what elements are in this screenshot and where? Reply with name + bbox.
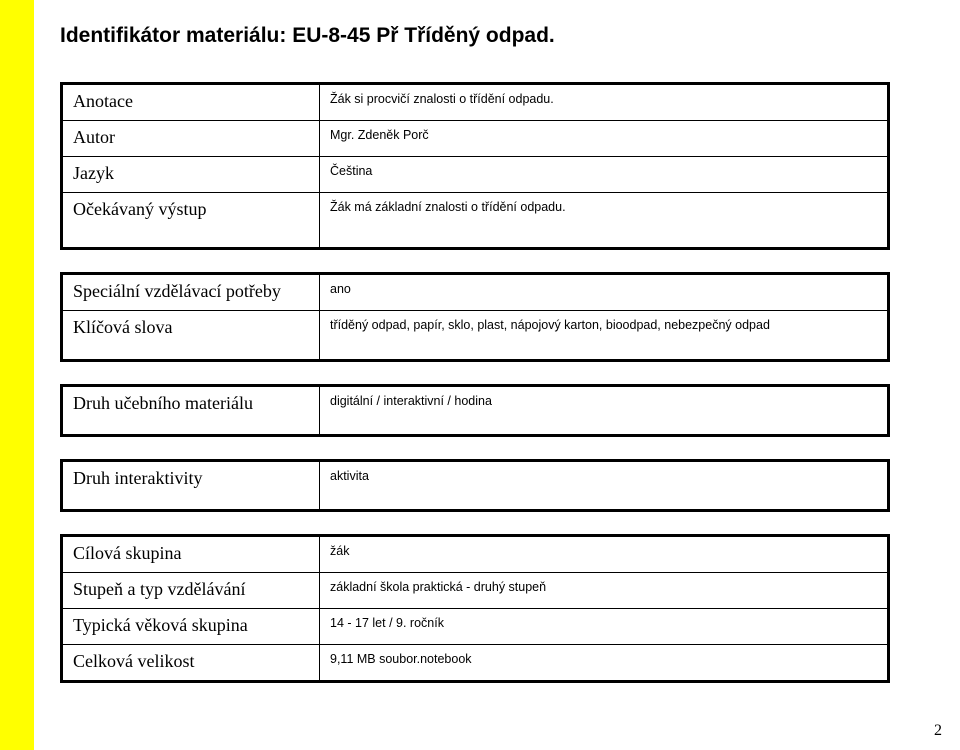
row-value: Žák si procvičí znalosti o třídění odpad… (320, 84, 889, 121)
content-area: Identifikátor materiálu: EU-8-45 Př Tříd… (60, 24, 920, 705)
table-block-3: Druh učebního materiálu digitální / inte… (60, 384, 890, 437)
row-label: Anotace (62, 84, 320, 121)
page-number: 2 (934, 722, 942, 740)
row-value: základní škola praktická - druhý stupeň (320, 573, 889, 609)
table-row: Speciální vzdělávací potřeby ano (62, 274, 889, 311)
table-row: Autor Mgr. Zdeněk Porč (62, 121, 889, 157)
row-value: Čeština (320, 157, 889, 193)
table-block-4: Druh interaktivity aktivita (60, 459, 890, 512)
row-value: 14 - 17 let / 9. ročník (320, 609, 889, 645)
row-label: Jazyk (62, 157, 320, 193)
row-value: digitální / interaktivní / hodina (320, 386, 889, 436)
table-row: Celková velikost 9,11 MB soubor.notebook (62, 645, 889, 682)
table-block-5: Cílová skupina žák Stupeň a typ vzdělává… (60, 534, 890, 683)
row-label: Typická věková skupina (62, 609, 320, 645)
row-value: 9,11 MB soubor.notebook (320, 645, 889, 682)
page: Identifikátor materiálu: EU-8-45 Př Tříd… (0, 0, 960, 750)
row-value: tříděný odpad, papír, sklo, plast, nápoj… (320, 311, 889, 361)
table-row: Stupeň a typ vzdělávání základní škola p… (62, 573, 889, 609)
table-row: Očekávaný výstup Žák má základní znalost… (62, 193, 889, 249)
row-label: Stupeň a typ vzdělávání (62, 573, 320, 609)
table-block-1: Anotace Žák si procvičí znalosti o třídě… (60, 82, 890, 250)
table-row: Druh interaktivity aktivita (62, 461, 889, 511)
row-value: Žák má základní znalosti o třídění odpad… (320, 193, 889, 249)
row-value: Mgr. Zdeněk Porč (320, 121, 889, 157)
table-row: Klíčová slova tříděný odpad, papír, sklo… (62, 311, 889, 361)
table-row: Cílová skupina žák (62, 536, 889, 573)
table-block-2: Speciální vzdělávací potřeby ano Klíčová… (60, 272, 890, 362)
row-label: Druh učebního materiálu (62, 386, 320, 436)
row-label: Speciální vzdělávací potřeby (62, 274, 320, 311)
row-value: žák (320, 536, 889, 573)
row-value: ano (320, 274, 889, 311)
table-row: Druh učebního materiálu digitální / inte… (62, 386, 889, 436)
row-label: Druh interaktivity (62, 461, 320, 511)
row-value: aktivita (320, 461, 889, 511)
row-label: Klíčová slova (62, 311, 320, 361)
row-label: Očekávaný výstup (62, 193, 320, 249)
table-row: Jazyk Čeština (62, 157, 889, 193)
row-label: Autor (62, 121, 320, 157)
row-label: Celková velikost (62, 645, 320, 682)
page-title: Identifikátor materiálu: EU-8-45 Př Tříd… (60, 24, 920, 48)
table-row: Anotace Žák si procvičí znalosti o třídě… (62, 84, 889, 121)
yellow-stripe (0, 0, 34, 750)
row-label: Cílová skupina (62, 536, 320, 573)
table-row: Typická věková skupina 14 - 17 let / 9. … (62, 609, 889, 645)
